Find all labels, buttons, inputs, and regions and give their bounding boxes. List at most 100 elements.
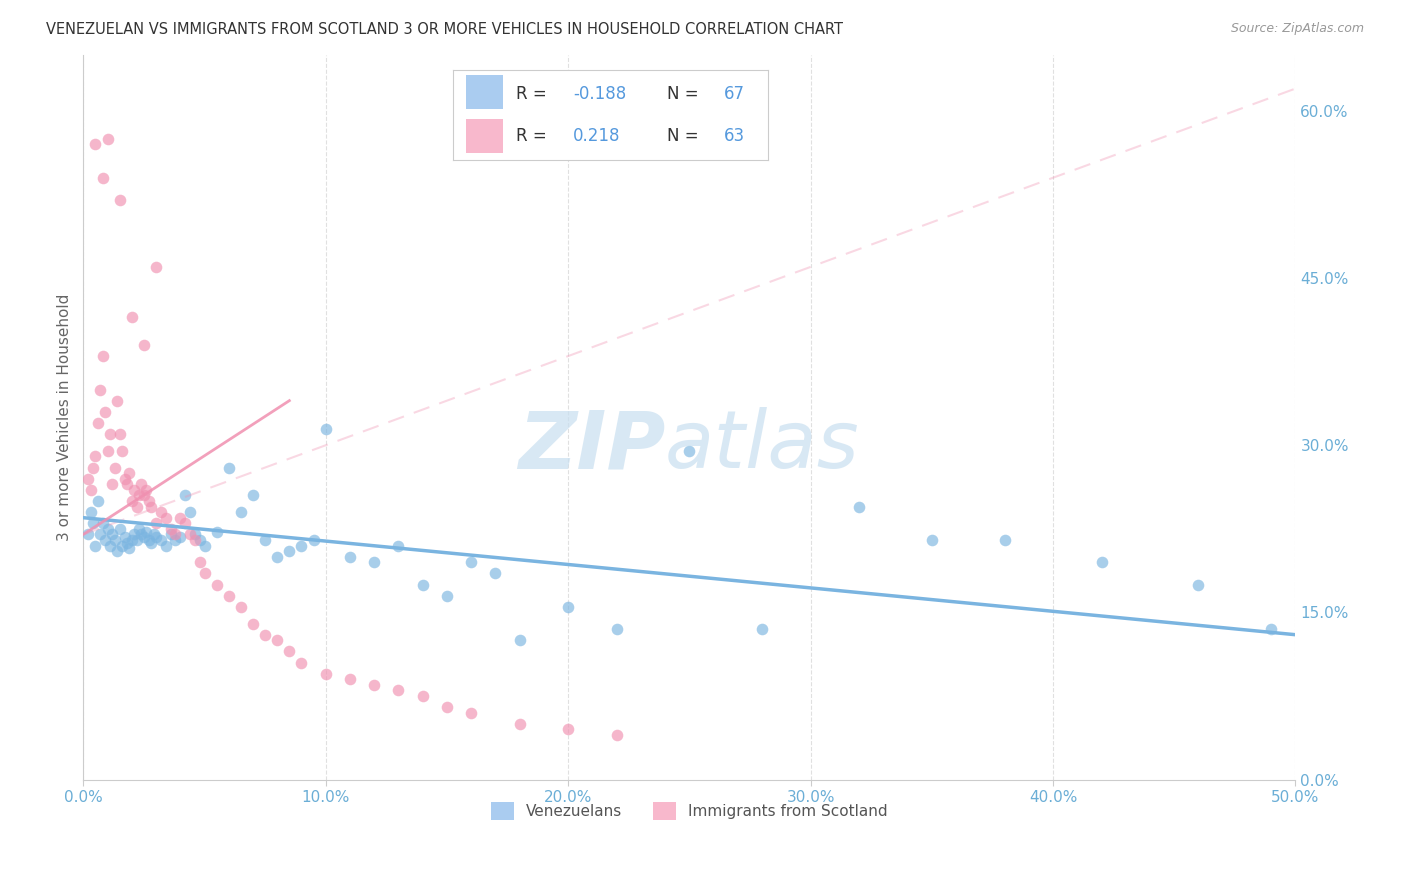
Point: [557, 599, 579, 614]
Point: [387, 683, 409, 698]
Point: [84, 539, 107, 553]
Point: [921, 533, 943, 547]
Point: [84, 450, 107, 464]
Point: [436, 589, 458, 603]
Point: [115, 477, 138, 491]
Point: [165, 533, 187, 547]
Point: [155, 539, 177, 553]
Point: [155, 510, 177, 524]
Point: [77, 472, 100, 486]
Point: [179, 505, 201, 519]
Point: [193, 539, 215, 553]
Point: [96, 443, 118, 458]
Point: [363, 555, 385, 569]
Y-axis label: 3 or more Vehicles in Household: 3 or more Vehicles in Household: [58, 293, 72, 541]
Point: [1260, 622, 1282, 636]
Point: [188, 555, 211, 569]
Point: [132, 338, 155, 352]
Point: [104, 533, 127, 547]
Point: [128, 522, 150, 536]
Point: [101, 527, 124, 541]
Point: [145, 530, 167, 544]
Point: [254, 628, 277, 642]
Point: [302, 533, 325, 547]
Point: [87, 416, 110, 430]
Point: [89, 527, 111, 541]
Point: [138, 533, 160, 547]
Point: [606, 622, 628, 636]
Point: [278, 544, 301, 558]
Point: [79, 505, 101, 519]
Point: [751, 622, 773, 636]
Text: VENEZUELAN VS IMMIGRANTS FROM SCOTLAND 3 OR MORE VEHICLES IN HOUSEHOLD CORRELATI: VENEZUELAN VS IMMIGRANTS FROM SCOTLAND 3…: [46, 22, 844, 37]
Point: [484, 566, 506, 581]
Point: [105, 393, 128, 408]
Point: [1090, 555, 1112, 569]
Point: [96, 522, 118, 536]
Point: [94, 533, 117, 547]
Point: [96, 132, 118, 146]
Point: [315, 421, 337, 435]
Point: [138, 494, 160, 508]
Point: [165, 527, 187, 541]
Point: [141, 536, 163, 550]
Point: [77, 527, 100, 541]
Point: [218, 460, 240, 475]
Point: [229, 599, 252, 614]
Point: [290, 656, 312, 670]
Point: [678, 443, 700, 458]
Point: [94, 405, 117, 419]
Point: [436, 700, 458, 714]
Point: [266, 549, 288, 564]
Point: [254, 533, 277, 547]
Point: [135, 483, 157, 497]
Point: [188, 533, 211, 547]
Point: [115, 536, 138, 550]
Text: ZIP: ZIP: [517, 408, 665, 485]
Point: [91, 170, 114, 185]
Point: [509, 633, 531, 648]
Point: [121, 310, 143, 324]
Point: [114, 530, 136, 544]
Point: [108, 427, 131, 442]
Point: [606, 728, 628, 742]
Point: [118, 466, 141, 480]
Point: [1187, 577, 1209, 591]
Point: [108, 193, 131, 207]
Point: [339, 549, 361, 564]
Point: [278, 644, 301, 658]
Point: [79, 483, 101, 497]
Point: [193, 566, 215, 581]
Text: Source: ZipAtlas.com: Source: ZipAtlas.com: [1230, 22, 1364, 36]
Point: [131, 527, 153, 541]
Point: [460, 706, 482, 720]
Point: [141, 500, 163, 514]
Point: [122, 483, 145, 497]
Point: [91, 349, 114, 363]
Point: [339, 673, 361, 687]
Point: [82, 516, 104, 531]
Point: [132, 488, 155, 502]
Point: [98, 539, 121, 553]
Point: [91, 516, 114, 531]
Point: [104, 460, 127, 475]
Text: atlas: atlas: [665, 408, 860, 485]
Point: [159, 527, 181, 541]
Point: [205, 577, 228, 591]
Point: [149, 505, 172, 519]
Point: [125, 500, 148, 514]
Point: [131, 477, 153, 491]
Point: [87, 494, 110, 508]
Point: [111, 539, 134, 553]
Point: [179, 527, 201, 541]
Point: [142, 527, 165, 541]
Point: [135, 525, 157, 540]
Point: [412, 577, 434, 591]
Point: [121, 533, 143, 547]
Point: [159, 522, 181, 536]
Point: [149, 533, 172, 547]
Point: [145, 260, 167, 274]
Legend: Venezuelans, Immigrants from Scotland: Venezuelans, Immigrants from Scotland: [485, 796, 894, 826]
Point: [108, 522, 131, 536]
Point: [242, 616, 264, 631]
